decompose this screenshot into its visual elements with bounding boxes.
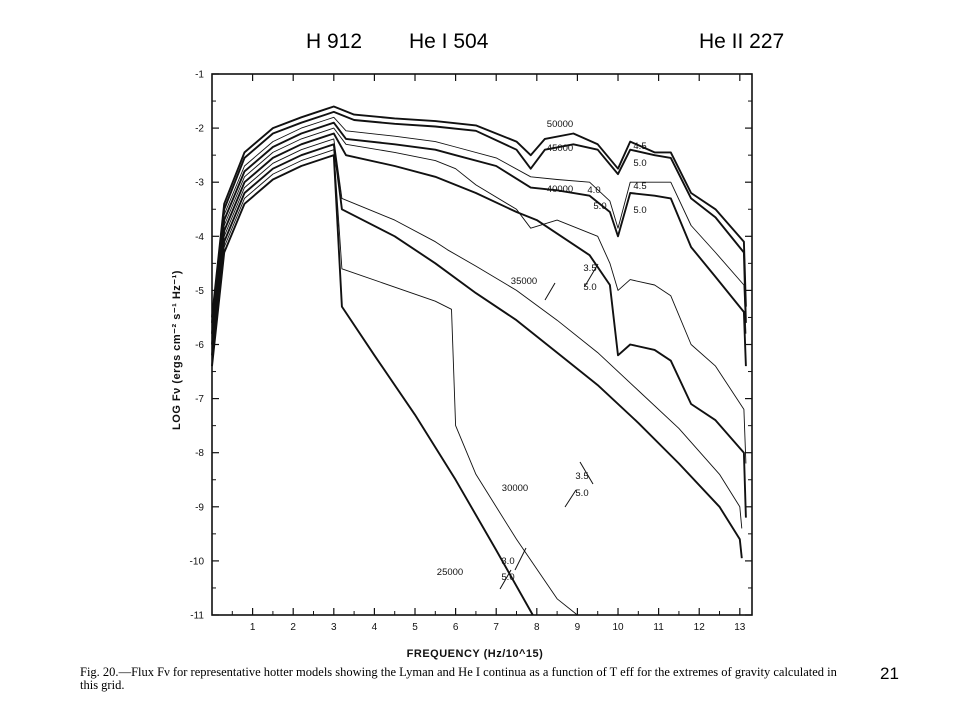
y-tick-label--9: -9 — [195, 502, 204, 513]
curve-label-1: 45000 — [547, 143, 573, 154]
label-h-912: H 912 — [306, 30, 363, 53]
series-line-6 — [211, 138, 743, 529]
curve-label-17: 5.0 — [501, 572, 514, 583]
x-tick-label-9: 9 — [575, 622, 581, 633]
x-tick-label-10: 10 — [612, 622, 624, 633]
series-line-2 — [211, 116, 747, 334]
series-line-3 — [211, 121, 747, 367]
x-axis-title: FREQUENCY (Hz/10^15) — [407, 648, 544, 660]
y-tick-label--3: -3 — [195, 178, 204, 189]
y-tick-label--10: -10 — [190, 556, 205, 567]
label-he-i-504: He I 504 — [409, 30, 489, 53]
curve-label-14: 5.0 — [575, 488, 588, 499]
curve-label-8: 5.0 — [633, 205, 646, 216]
x-tick-label-11: 11 — [653, 622, 664, 633]
y-tick-label--7: -7 — [195, 394, 204, 405]
curve-label-15: 25000 — [437, 567, 463, 578]
chart-labels: 50000 45000 4.5 5.0 40000 4.0 5.0 4.5 5.0 35000 3.… — [437, 119, 647, 590]
curve-label-2: 4.5 — [633, 141, 646, 152]
curve-label-3: 5.0 — [633, 158, 646, 169]
y-tick-label--11: -11 — [190, 611, 204, 622]
figure-caption: Fig. 20.—Flux Fν for representative hott… — [80, 666, 840, 692]
x-tick-label-2: 2 — [290, 622, 296, 633]
y-axis-title: LOG Fν (ergs cm⁻² s⁻¹ Hz⁻¹) — [171, 270, 183, 430]
y-tick-label--8: -8 — [195, 448, 204, 459]
y-tick-label--2: -2 — [195, 124, 204, 135]
label-he-ii-227: He II 227 — [699, 30, 785, 53]
x-tick-label-6: 6 — [453, 622, 459, 633]
curve-label-12: 30000 — [502, 483, 528, 494]
series-line-9 — [211, 154, 534, 616]
curve-label-11: 5.0 — [583, 282, 596, 293]
curve-label-13: 3.5 — [575, 471, 588, 482]
curve-label-4: 40000 — [547, 184, 573, 195]
curve-label-7: 4.5 — [633, 181, 646, 192]
y-tick-label--5: -5 — [195, 286, 204, 297]
series-line-5 — [211, 132, 747, 518]
series-line-7 — [211, 143, 743, 559]
series-line-1 — [211, 110, 747, 324]
x-tick-label-3: 3 — [331, 622, 337, 633]
caption-text: —Flux Fν for representative hotter model… — [80, 665, 837, 692]
pointer-line-4 — [514, 547, 527, 571]
curve-label-0: 50000 — [547, 119, 573, 130]
chart-curves — [211, 105, 747, 616]
series-line-4 — [211, 127, 747, 464]
curve-label-16: 3.0 — [501, 556, 514, 567]
y-tick-label--6: -6 — [195, 340, 204, 351]
chart-axes: 1 2 3 4 5 6 7 8 9 10 11 12 13-1-2-3-4-5-6-7-8-9-10-1… — [190, 70, 753, 633]
x-tick-label-4: 4 — [372, 622, 378, 633]
page-number: 21 — [880, 664, 899, 683]
series-line-0 — [211, 105, 747, 318]
series-line-8 — [211, 149, 578, 616]
curve-label-10: 3.5 — [583, 263, 596, 274]
curve-label-6: 5.0 — [593, 201, 606, 212]
y-tick-label--1: -1 — [195, 70, 204, 81]
pointer-line-3 — [564, 489, 577, 508]
x-tick-label-7: 7 — [493, 622, 499, 633]
x-tick-label-12: 12 — [694, 622, 706, 633]
pointer-line-1 — [544, 282, 556, 301]
caption-fig-label: Fig. 20. — [80, 665, 119, 679]
x-tick-label-8: 8 — [534, 622, 540, 633]
curve-label-9: 35000 — [511, 276, 537, 287]
x-tick-label-13: 13 — [734, 622, 746, 633]
x-tick-label-5: 5 — [412, 622, 418, 633]
curve-label-5: 4.0 — [587, 185, 600, 196]
pointer-line-0 — [584, 263, 599, 287]
pointer-line-2 — [579, 461, 594, 485]
x-tick-label-1: 1 — [250, 622, 256, 633]
y-tick-label--4: -4 — [195, 232, 204, 243]
plot-frame — [211, 73, 753, 616]
pointer-line-5 — [499, 569, 512, 590]
